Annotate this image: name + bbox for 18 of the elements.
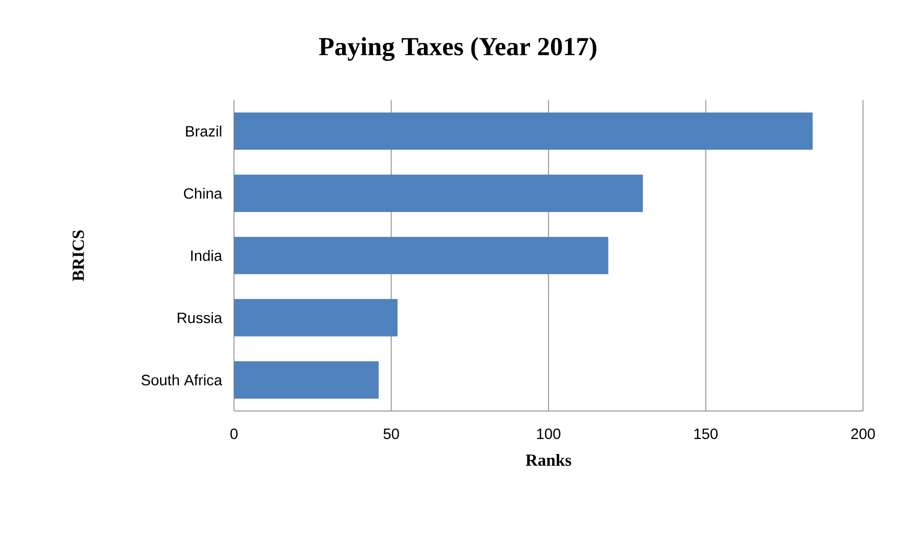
x-axis-title: Ranks: [526, 454, 572, 466]
y-axis-title: BRICS: [72, 230, 84, 282]
x-tick-label: 100: [537, 428, 560, 440]
bar: [234, 236, 608, 274]
x-tick-label: 150: [694, 428, 718, 440]
y-tick-label: Brazil: [186, 126, 222, 137]
bar: [234, 361, 379, 399]
bar: [234, 112, 813, 150]
y-tick-label: India: [191, 250, 222, 261]
chart-title: Paying Taxes (Year 2017): [318, 37, 596, 61]
x-tick-label: 0: [230, 428, 238, 440]
x-tick-label: 200: [851, 428, 875, 440]
y-tick-label: South Africa: [141, 374, 222, 386]
x-tick-label: 50: [384, 428, 399, 440]
y-tick-label: China: [184, 188, 222, 199]
bar: [234, 299, 398, 336]
bar: [234, 174, 643, 212]
y-tick-label: Russia: [178, 312, 222, 324]
